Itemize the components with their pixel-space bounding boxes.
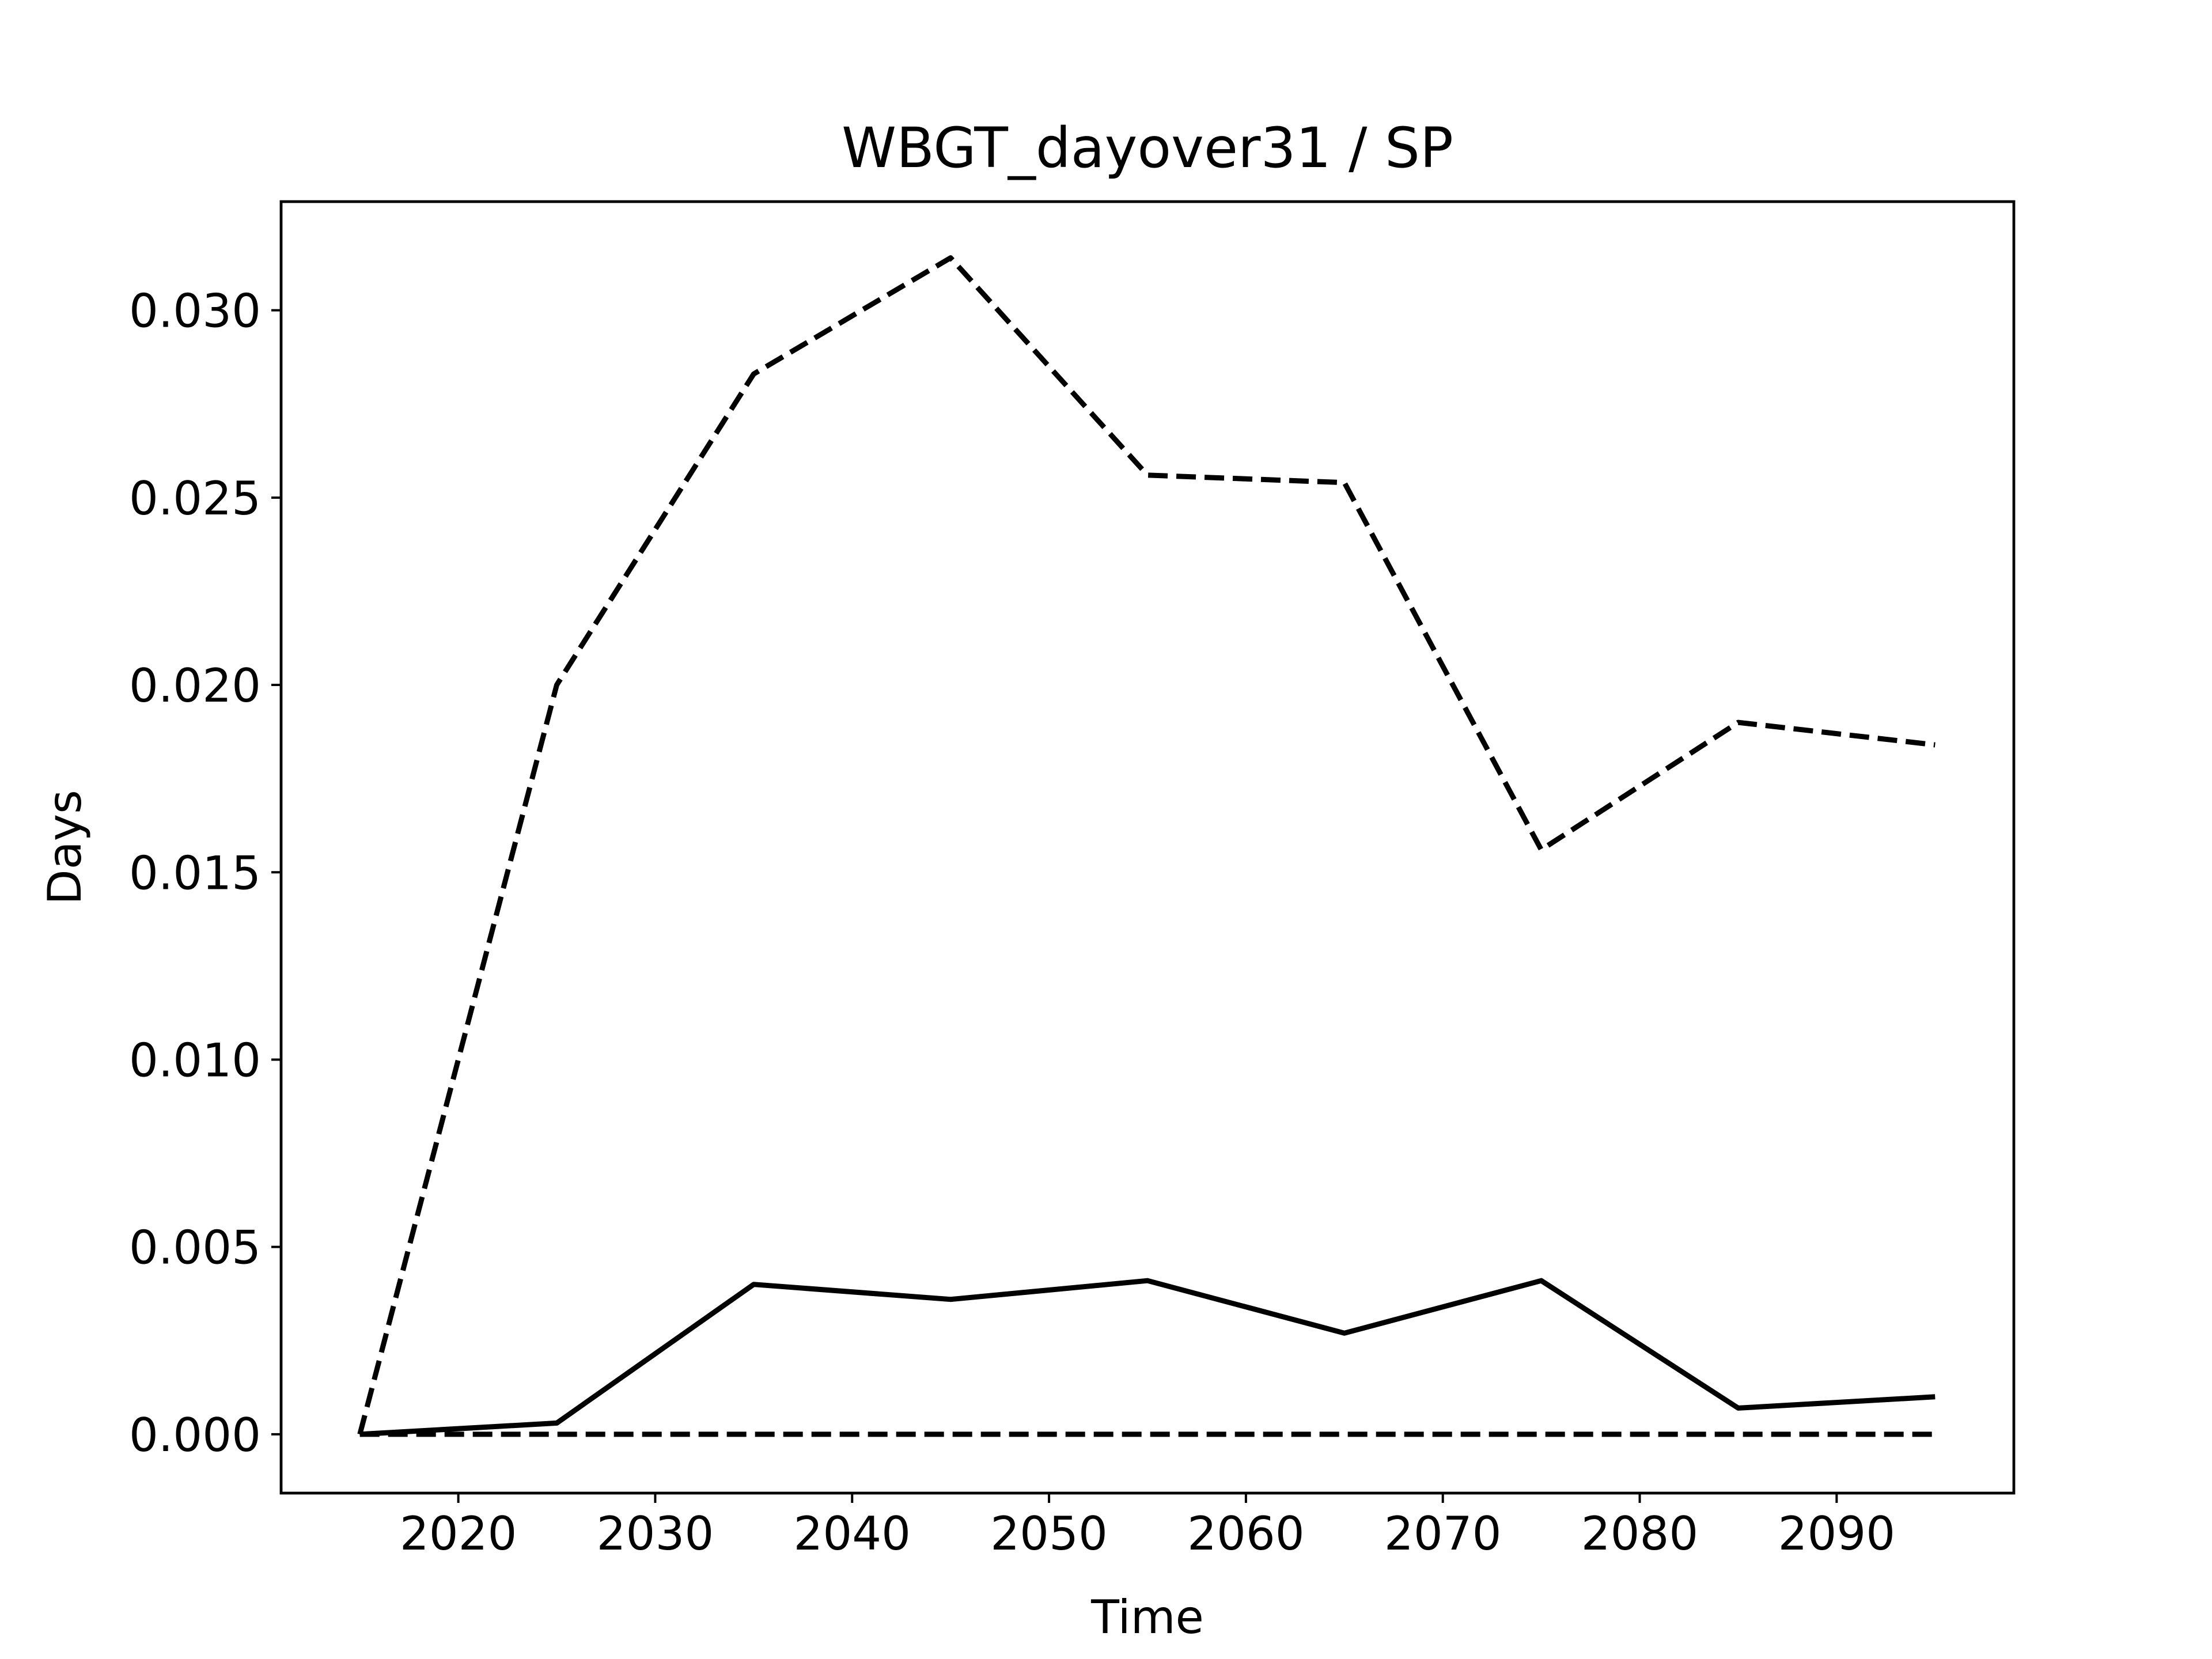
y-tick-label: 0.010 bbox=[129, 1033, 261, 1087]
x-axis-label: Time bbox=[1090, 1590, 1204, 1644]
y-axis-label: Days bbox=[38, 790, 92, 905]
y-tick-label: 0.020 bbox=[129, 659, 261, 713]
x-tick-label: 2070 bbox=[1384, 1507, 1502, 1560]
y-tick-label: 0.005 bbox=[129, 1221, 261, 1275]
plot-area bbox=[357, 255, 1936, 1437]
x-tick-label: 2030 bbox=[597, 1507, 714, 1560]
y-tick-label: 0.000 bbox=[129, 1408, 261, 1462]
x-tick-label: 2090 bbox=[1778, 1507, 1896, 1560]
plot-frame bbox=[279, 200, 2016, 1495]
x-tick-label: 2060 bbox=[1187, 1507, 1305, 1560]
x-tick-label: 2080 bbox=[1581, 1507, 1699, 1560]
x-tick-label: 2040 bbox=[793, 1507, 911, 1560]
x-tick-label: 2020 bbox=[400, 1507, 517, 1560]
y-tick-label: 0.025 bbox=[129, 472, 261, 525]
y-tick-label: 0.015 bbox=[129, 846, 261, 900]
x-axis-ticks: 2020 2030 2040 2050 2060 2070 2080 2090 bbox=[400, 1493, 1895, 1560]
series-line-1 bbox=[357, 255, 1936, 1435]
y-tick-label: 0.030 bbox=[129, 285, 261, 338]
y-axis-ticks: 0.000 0.005 0.010 0.015 0.020 0.025 0.030 bbox=[129, 285, 281, 1462]
series-line-2 bbox=[359, 1278, 1936, 1437]
x-tick-label: 2050 bbox=[990, 1507, 1108, 1560]
chart-title: WBGT_dayover31 / SP bbox=[842, 116, 1453, 180]
